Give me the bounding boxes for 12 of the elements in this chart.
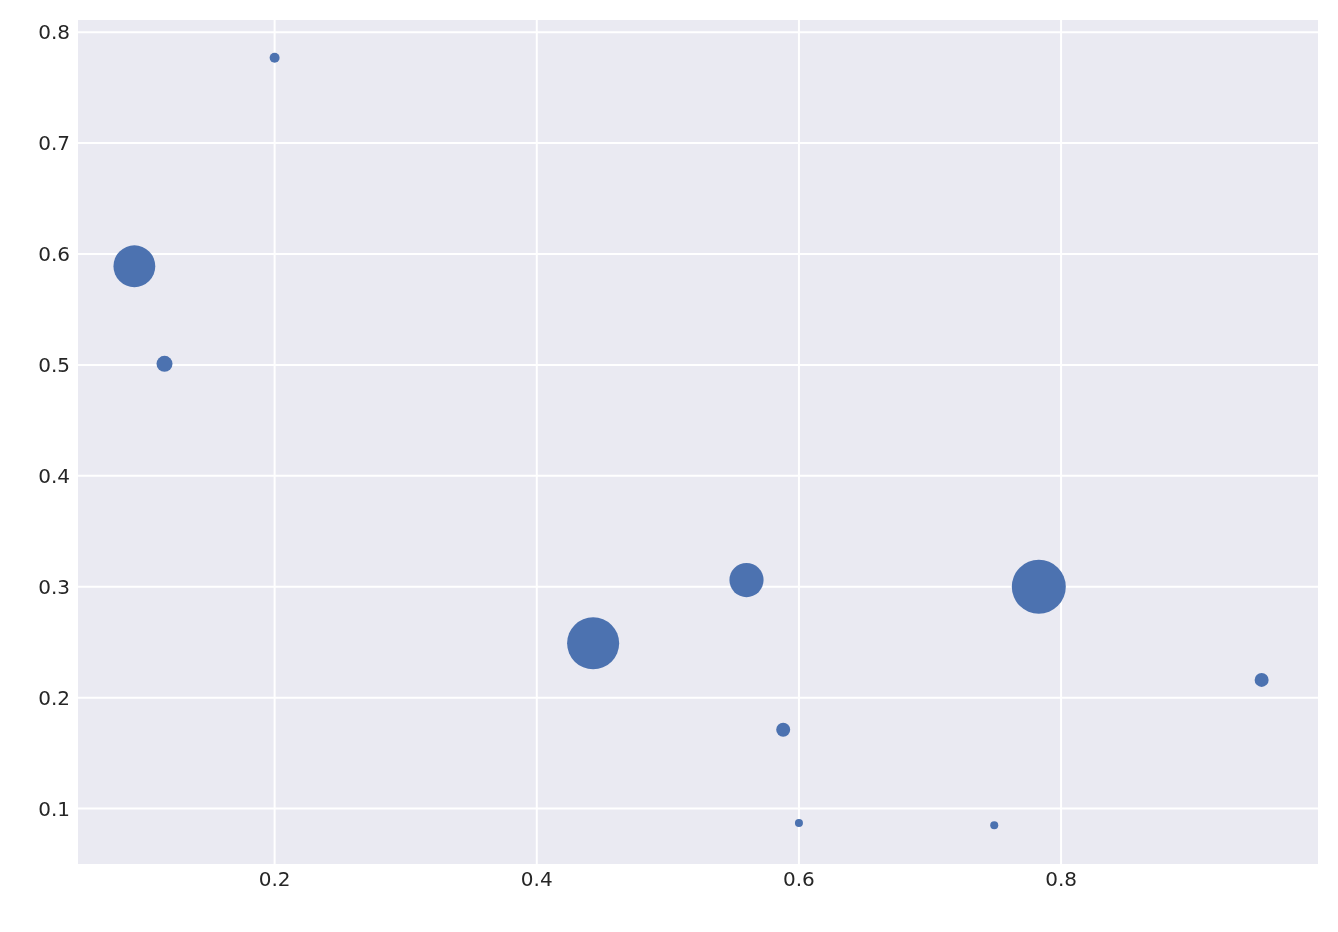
y-tick-label: 0.1 [38, 796, 70, 821]
y-tick-label: 0.7 [38, 131, 70, 156]
x-tick-label: 0.2 [258, 867, 291, 892]
y-tick-label: 0.6 [38, 242, 70, 267]
x-tick-label: 0.8 [1045, 867, 1077, 892]
y-tick-label: 0.3 [38, 574, 70, 599]
y-tick-label: 0.5 [38, 353, 70, 378]
x-tick-label: 0.4 [520, 867, 553, 892]
y-tick-label: 0.2 [38, 685, 70, 710]
x-tick-label: 0.6 [783, 867, 815, 892]
y-tick-label: 0.8 [38, 20, 70, 45]
y-tick-label: 0.4 [38, 463, 70, 488]
